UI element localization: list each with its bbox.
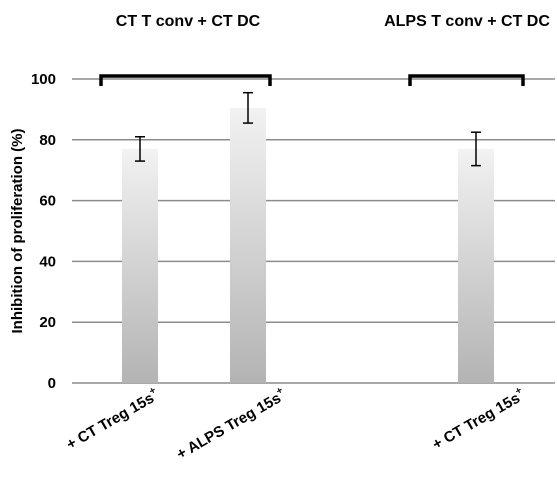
y-axis-label: Inhibition of proliferation (%) [9, 129, 26, 334]
y-tick-label: 0 [48, 375, 56, 392]
y-tick-label: 60 [39, 193, 56, 210]
y-tick-label: 20 [39, 314, 56, 331]
y-tick-label: 100 [31, 71, 56, 88]
y-tick-label: 40 [39, 253, 56, 270]
error-bar [471, 131, 481, 167]
group-label-1: CT T conv + CT DC [116, 13, 261, 30]
bar [122, 148, 158, 383]
error-bars [135, 91, 481, 167]
x-category-label: + CT Treg 15s+ [63, 385, 163, 453]
error-bar [243, 91, 253, 124]
group-bracket [408, 74, 525, 86]
bars [122, 107, 494, 383]
bar [230, 107, 266, 383]
error-bar [135, 136, 145, 162]
x-category-labels: + CT Treg 15s+ + ALPS Treg 15s+ + CT Treg … [63, 385, 529, 463]
x-category-label: + ALPS Treg 15s+ [173, 385, 289, 463]
group-label-2: ALPS T conv + CT DC [384, 13, 550, 30]
group-bracket [99, 74, 272, 86]
y-tick-labels: 0 20 40 60 80 100 [31, 71, 56, 392]
x-category-label: + CT Treg 15s+ [429, 385, 529, 453]
group-brackets [99, 74, 525, 86]
bar [458, 148, 494, 383]
y-tick-label: 80 [39, 132, 56, 149]
